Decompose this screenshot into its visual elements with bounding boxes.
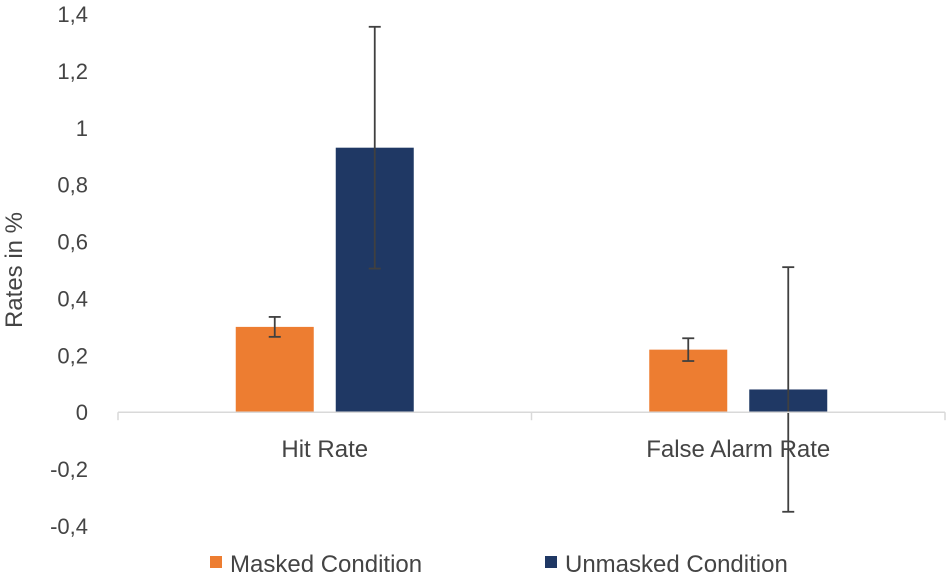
category-label: False Alarm Rate <box>646 436 830 463</box>
legend-label-unmasked: Unmasked Condition <box>565 551 788 578</box>
legend: Masked Condition Unmasked Condition <box>210 551 788 578</box>
category-labels: Hit Rate False Alarm Rate <box>281 436 830 463</box>
y-tick-label: 1,2 <box>57 59 88 84</box>
y-tick-labels: -0,4 -0,2 0 0,2 0,4 0,6 0,8 1 1,2 1,4 <box>50 2 88 539</box>
x-axis <box>117 411 946 421</box>
y-axis-title: Rates in % <box>1 212 28 328</box>
y-tick-label: 1,4 <box>57 2 88 27</box>
legend-swatch-unmasked <box>545 556 557 568</box>
y-tick-label: -0,4 <box>50 514 88 539</box>
bars <box>235 147 828 413</box>
legend-label-masked: Masked Condition <box>230 551 422 578</box>
y-tick-label: 1 <box>76 116 88 141</box>
category-label: Hit Rate <box>281 436 368 463</box>
y-tick-label: 0,4 <box>57 286 88 311</box>
y-tick-label: 0,2 <box>57 343 88 368</box>
y-tick-label: 0,8 <box>57 173 88 198</box>
y-tick-label: -0,2 <box>50 457 88 482</box>
bar <box>235 326 314 413</box>
error-bars <box>268 25 795 513</box>
legend-swatch-masked <box>210 556 222 568</box>
y-tick-label: 0 <box>76 400 88 425</box>
y-tick-label: 0,6 <box>57 230 88 255</box>
